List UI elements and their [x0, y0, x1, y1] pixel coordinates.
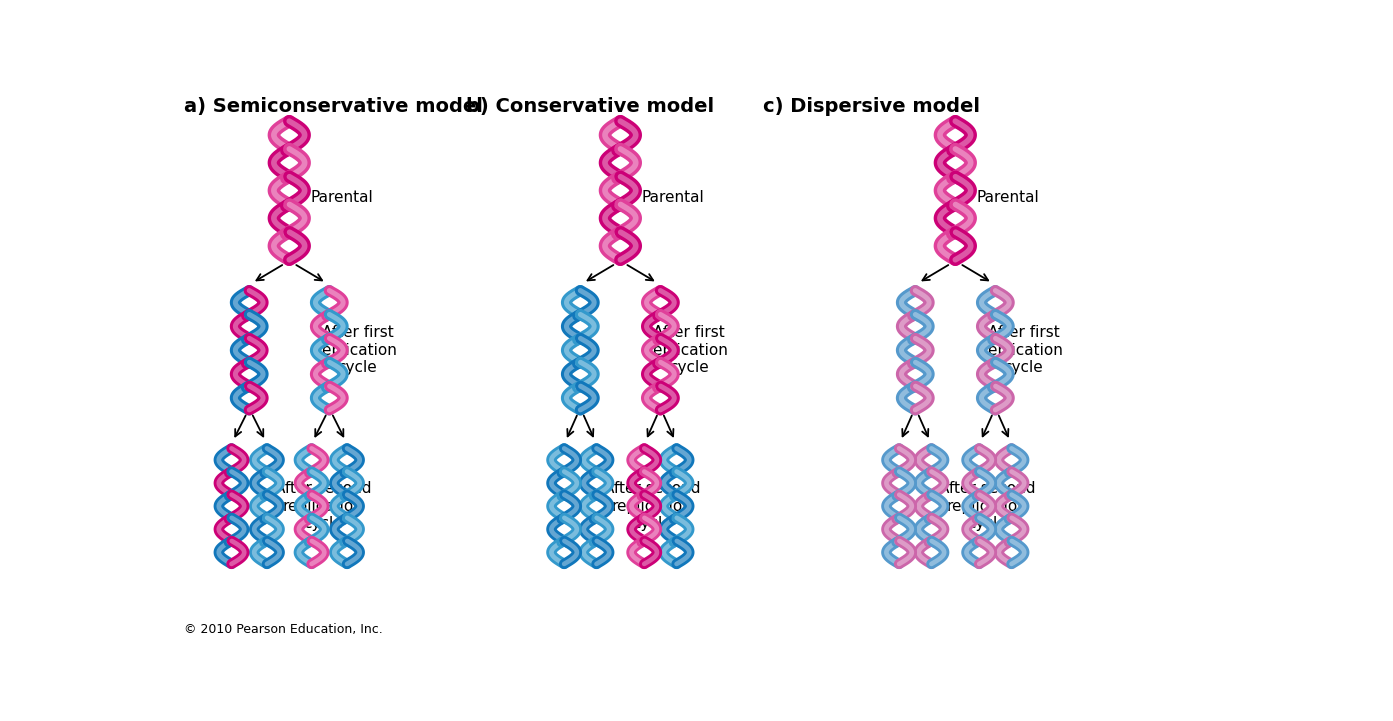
Text: After second
replication
cycle: After second replication cycle [274, 482, 371, 531]
Text: a) Semiconservative model: a) Semiconservative model [184, 97, 482, 116]
Text: After first
replication
cycle: After first replication cycle [983, 325, 1064, 375]
Text: After second
replication
cycle: After second replication cycle [939, 482, 1035, 531]
Text: Parental: Parental [311, 190, 373, 205]
Text: c) Dispersive model: c) Dispersive model [763, 97, 979, 116]
Text: Parental: Parental [976, 190, 1039, 205]
Text: b) Conservative model: b) Conservative model [467, 97, 715, 116]
Text: © 2010 Pearson Education, Inc.: © 2010 Pearson Education, Inc. [184, 623, 383, 637]
Text: After first
replication
cycle: After first replication cycle [648, 325, 729, 375]
Text: After second
replication
cycle: After second replication cycle [605, 482, 701, 531]
Text: After first
replication
cycle: After first replication cycle [318, 325, 398, 375]
Text: Parental: Parental [642, 190, 705, 205]
